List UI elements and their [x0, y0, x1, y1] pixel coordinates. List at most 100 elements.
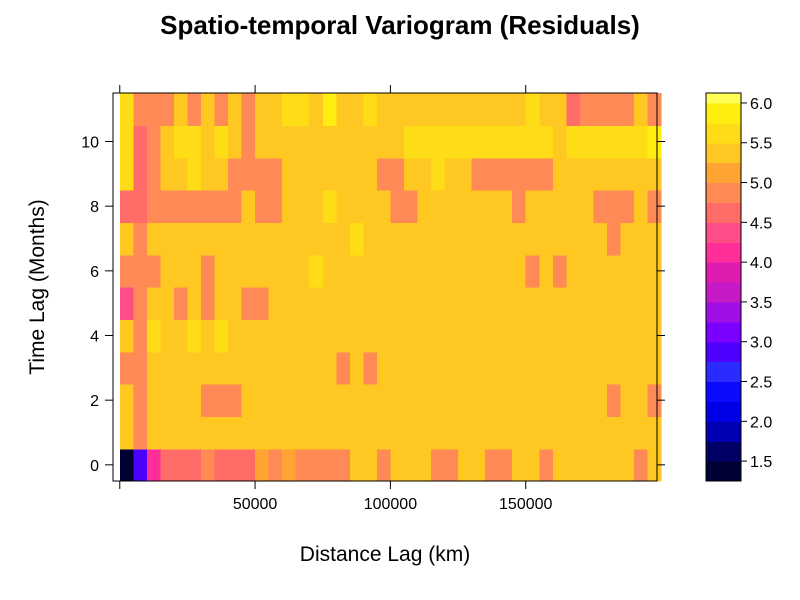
heatmap-cell [647, 351, 662, 385]
heatmap-cell [200, 157, 216, 191]
heatmap-cell [512, 125, 527, 159]
heatmap-cell [525, 222, 540, 256]
heatmap-cell [444, 416, 459, 450]
heatmap-cell [417, 448, 432, 482]
heatmap-cell [160, 351, 175, 385]
heatmap-cell [214, 351, 229, 385]
heatmap-cell [634, 125, 649, 159]
heatmap-cell [146, 351, 161, 385]
heatmap-cell [458, 287, 473, 320]
x-axis: 50000 100000 150000 [119, 85, 553, 513]
heatmap-cell [458, 157, 473, 191]
heatmap-cell [471, 93, 486, 126]
heatmap-cell [309, 384, 324, 417]
heatmap-cell [268, 222, 283, 256]
heatmap-cell [512, 448, 527, 482]
heatmap-cell [214, 384, 229, 417]
heatmap-cell [444, 93, 459, 126]
heatmap-cell [119, 351, 134, 385]
heatmap-cell [376, 351, 392, 385]
colorbar-tick-label: 1.5 [750, 454, 772, 471]
heatmap-cell [268, 319, 283, 353]
heatmap-cell [620, 190, 635, 223]
heatmap-cell [552, 190, 567, 223]
heatmap-cell [647, 190, 662, 223]
heatmap-cell [200, 351, 216, 385]
heatmap-cell [349, 448, 364, 482]
heatmap-cell [606, 351, 622, 385]
heatmap-cell [593, 254, 608, 288]
heatmap-cell [309, 287, 324, 320]
heatmap-cell [133, 93, 148, 126]
heatmap-cell [295, 125, 310, 159]
heatmap-cell [376, 222, 392, 256]
heatmap-cell [525, 125, 540, 159]
heatmap-cell [390, 190, 405, 223]
plot-frame [112, 92, 658, 482]
colorbar-swatch [706, 242, 741, 263]
heatmap-cell [431, 384, 446, 417]
heatmap-cell [512, 287, 527, 320]
heatmap-cell [322, 384, 337, 417]
heatmap-cell [119, 254, 134, 288]
heatmap-cell [349, 287, 364, 320]
heatmap-cell [336, 222, 351, 256]
heatmap-cell [417, 287, 432, 320]
heatmap-cell [309, 222, 324, 256]
heatmap-cell [282, 319, 297, 353]
heatmap-cell [160, 93, 175, 126]
heatmap-cell [458, 416, 473, 450]
heatmap-cell [336, 125, 351, 159]
heatmap-cell [282, 157, 297, 191]
heatmap-cell [485, 125, 500, 159]
heatmap-cell [579, 157, 594, 191]
heatmap-cell [363, 125, 378, 159]
heatmap-cell [322, 222, 337, 256]
heatmap-cell [566, 384, 581, 417]
heatmap-cell [431, 93, 446, 126]
heatmap-cell [228, 384, 243, 417]
heatmap-cell [458, 254, 473, 288]
colorbar-swatch [706, 262, 741, 283]
heatmap-cell [458, 93, 473, 126]
heatmap-cell [417, 93, 432, 126]
heatmap-cell [552, 416, 567, 450]
heatmap-cell [525, 287, 540, 320]
heatmap-cell [146, 319, 161, 353]
y-tick-label: 8 [90, 199, 99, 216]
heatmap-cell [390, 319, 405, 353]
heatmap-cell [431, 351, 446, 385]
heatmap-cell [309, 319, 324, 353]
heatmap-cell [282, 222, 297, 256]
heatmap-cell [566, 254, 581, 288]
heatmap-cell [647, 384, 662, 417]
heatmap-cell [525, 416, 540, 450]
heatmap-cell [471, 384, 486, 417]
heatmap-cell [579, 125, 594, 159]
heatmap-cell [634, 93, 649, 126]
heatmap-cell [187, 448, 202, 482]
heatmap-cell [187, 287, 202, 320]
heatmap-cell [431, 416, 446, 450]
y-tick-label: 10 [81, 135, 99, 152]
heatmap-cell [647, 254, 662, 288]
heatmap-cell [403, 319, 419, 353]
heatmap-cell [214, 319, 229, 353]
heatmap-cell [458, 222, 473, 256]
colorbar-tick-label: 2.5 [750, 375, 772, 392]
heatmap-cell [187, 351, 202, 385]
heatmap-cell [309, 157, 324, 191]
heatmap-cell [268, 93, 283, 126]
heatmap-cell [363, 384, 378, 417]
heatmap-cell [390, 254, 405, 288]
heatmap-cell [282, 351, 297, 385]
heatmap-cell [268, 384, 283, 417]
heatmap-cell [214, 125, 229, 159]
heatmap-cell [634, 190, 649, 223]
heatmap-cell [525, 157, 540, 191]
heatmap-cell [187, 416, 202, 450]
heatmap-cell [363, 319, 378, 353]
heatmap-cell [579, 222, 594, 256]
heatmap-cell [552, 351, 567, 385]
heatmap-cell [485, 351, 500, 385]
